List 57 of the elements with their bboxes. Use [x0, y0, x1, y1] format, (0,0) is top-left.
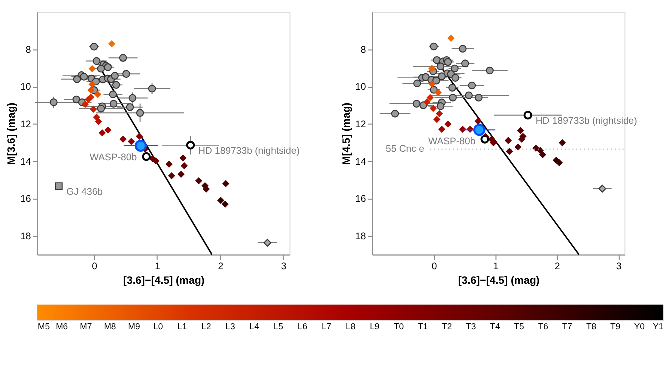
color-bar-label: T5 — [514, 321, 525, 332]
color-bar-label: L9 — [370, 321, 380, 332]
x-tick-label: 3 — [281, 262, 287, 273]
x-axis-title: [3.6]−[4.5] (mag) — [123, 275, 205, 288]
series-label: WASP-80b — [90, 152, 138, 164]
y-tick-label: 12 — [356, 120, 366, 131]
color-bar-label: T8 — [586, 321, 597, 332]
color-bar-label: L6 — [298, 321, 308, 332]
y-tick-label: 18 — [356, 231, 366, 242]
color-bar-label: L3 — [226, 321, 236, 332]
y-tick-label: 10 — [20, 82, 32, 94]
color-bar-label: L5 — [274, 321, 284, 332]
color-bar-label: M7 — [80, 321, 92, 332]
color-bar-label: T7 — [562, 321, 573, 332]
y-tick-label: 14 — [356, 156, 367, 168]
color-bar-label: M9 — [128, 321, 140, 332]
y-tick-label: 16 — [356, 194, 366, 206]
color-bar-label: L8 — [346, 321, 356, 332]
x-tick-label: 1 — [493, 262, 499, 273]
color-bar-label: Y1 — [653, 321, 664, 332]
y-tick-label: 8 — [26, 44, 32, 56]
y-axis-title: M[4.5] (mag) — [340, 102, 353, 166]
y-tick-label: 12 — [20, 120, 32, 131]
color-bar-label: T1 — [418, 321, 428, 332]
series-label: HD 189733b (nightside) — [198, 146, 300, 158]
color-bar-label: T9 — [610, 321, 621, 332]
y-tick-label: 14 — [20, 156, 32, 168]
color-bar-label: Y0 — [634, 321, 646, 332]
color-bar-label: M8 — [104, 321, 116, 332]
color-bar-label: T2 — [442, 321, 452, 332]
color-bar-label: T3 — [466, 321, 476, 332]
y-tick-label: 18 — [20, 231, 32, 242]
x-tick-label: 0 — [432, 262, 438, 273]
x-tick-label: 2 — [218, 262, 224, 273]
color-bar-label: T6 — [538, 321, 549, 332]
x-tick-label: 1 — [155, 262, 160, 273]
color-bar-label: L1 — [178, 321, 188, 332]
x-axis-title: [3.6]−[4.5] (mag) — [458, 275, 540, 288]
ref-line-label: 55 Cnc e — [386, 144, 424, 156]
y-tick-label: 16 — [20, 194, 32, 206]
y-axis-title: M[3.6] (mag) — [6, 102, 18, 166]
color-bar-label: L4 — [250, 321, 260, 332]
series-label: GJ 436b — [66, 187, 104, 198]
color-bar-label: M6 — [56, 321, 68, 332]
series-label: HD 189733b (nightside) — [536, 116, 638, 128]
color-bar-label: L0 — [154, 321, 164, 332]
color-bar-label: T4 — [490, 321, 500, 332]
x-tick-label: 0 — [92, 262, 98, 273]
color-bar-label: L2 — [202, 321, 212, 332]
x-tick-label: 3 — [616, 262, 622, 273]
series-label: WASP-80b — [428, 136, 476, 148]
color-bar-label: T0 — [394, 321, 404, 332]
y-tick-label: 8 — [360, 44, 366, 56]
y-tick-label: 10 — [356, 82, 366, 94]
color-bar-label: M5 — [38, 321, 50, 332]
color-bar-label: L7 — [322, 321, 332, 332]
x-tick-label: 2 — [554, 262, 560, 273]
